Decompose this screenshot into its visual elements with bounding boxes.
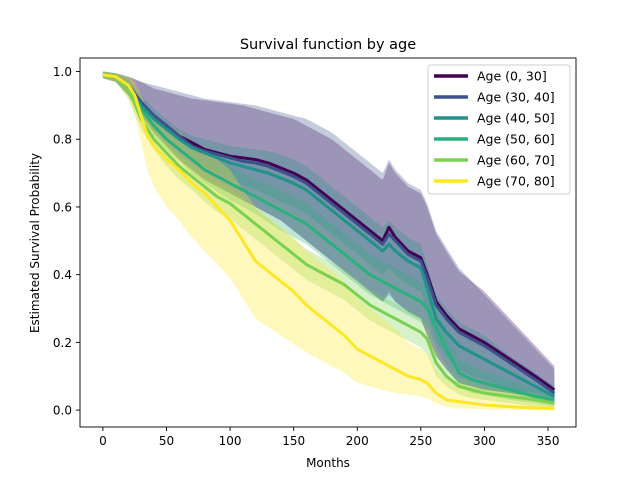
chart-title: Survival function by age [240,37,416,53]
x-tick-label: 250 [409,434,432,448]
y-tick-label: 0.6 [53,200,72,214]
line-age-70-80 [102,73,555,410]
x-tick-label: 100 [219,434,242,448]
x-tick-label: 0 [99,434,107,448]
x-axis: 0 50 100 150 200 250 300 350 [99,427,559,448]
legend-label: Age (0, 30] [477,69,547,84]
legend-label: Age (70, 80] [477,174,555,189]
plot-area-frame [79,57,577,428]
y-axis-label: Estimated Survival Probability [28,153,42,333]
x-tick-label: 200 [346,434,369,448]
x-tick-label: 150 [282,434,305,448]
y-tick-label: 0.0 [53,404,72,418]
band-age-50-60 [102,71,555,407]
survival-lines [102,73,556,410]
y-tick-label: 0.8 [53,133,72,147]
y-tick-label: 0.2 [53,336,72,350]
line-age-60-70 [102,73,555,405]
legend-label: Age (60, 70] [477,153,555,168]
legend-label: Age (50, 60] [477,132,555,147]
legend: Age (0, 30] Age (30, 40] Age (40, 50] Age (… [427,64,571,195]
legend-label: Age (40, 50] [477,111,555,126]
y-tick-label: 1.0 [53,65,72,79]
line-age-50-60 [102,73,555,402]
x-axis-label: Months [306,456,350,470]
x-tick-label: 50 [159,434,174,448]
band-age-70-80 [102,71,555,411]
y-axis: 0.0 0.2 0.4 0.6 0.8 1.0 [53,65,80,418]
line-age-40-50 [102,73,556,398]
x-tick-label: 300 [473,434,496,448]
x-tick-label: 350 [537,434,560,448]
line-age-30-40 [102,73,556,395]
y-tick-label: 0.4 [53,268,72,282]
legend-label: Age (30, 40] [477,90,555,105]
